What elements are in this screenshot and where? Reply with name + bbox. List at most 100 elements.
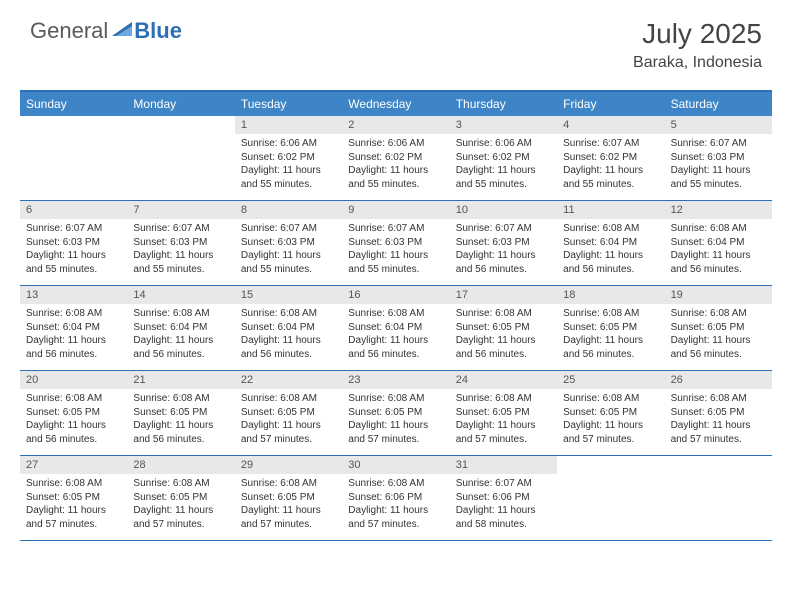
sunset-text: Sunset: 6:02 PM (563, 151, 658, 165)
daylight-text: Daylight: 11 hours and 57 minutes. (348, 419, 443, 446)
day-info: Sunrise: 6:08 AMSunset: 6:06 PMDaylight:… (342, 474, 449, 535)
day-info: Sunrise: 6:07 AMSunset: 6:03 PMDaylight:… (665, 134, 772, 195)
day-header: Monday (127, 92, 234, 116)
day-number: 24 (450, 371, 557, 389)
sunrise-text: Sunrise: 6:08 AM (348, 477, 443, 491)
day-info: Sunrise: 6:08 AMSunset: 6:05 PMDaylight:… (557, 389, 664, 450)
sunrise-text: Sunrise: 6:06 AM (456, 137, 551, 151)
daylight-text: Daylight: 11 hours and 56 minutes. (133, 334, 228, 361)
day-cell (557, 456, 664, 540)
brand-text-part2: Blue (134, 18, 182, 44)
brand-text-part1: General (30, 18, 108, 44)
daylight-text: Daylight: 11 hours and 55 minutes. (26, 249, 121, 276)
day-number: 18 (557, 286, 664, 304)
daylight-text: Daylight: 11 hours and 57 minutes. (133, 504, 228, 531)
day-info: Sunrise: 6:08 AMSunset: 6:05 PMDaylight:… (235, 474, 342, 535)
day-headers-row: SundayMondayTuesdayWednesdayThursdayFrid… (20, 92, 772, 116)
header: General Blue July 2025 Baraka, Indonesia (0, 0, 792, 80)
daylight-text: Daylight: 11 hours and 55 minutes. (563, 164, 658, 191)
day-header: Thursday (450, 92, 557, 116)
day-cell: 22Sunrise: 6:08 AMSunset: 6:05 PMDayligh… (235, 371, 342, 455)
sunrise-text: Sunrise: 6:08 AM (348, 392, 443, 406)
sunset-text: Sunset: 6:03 PM (241, 236, 336, 250)
sunset-text: Sunset: 6:04 PM (348, 321, 443, 335)
sunrise-text: Sunrise: 6:08 AM (456, 307, 551, 321)
sunrise-text: Sunrise: 6:08 AM (26, 477, 121, 491)
sunrise-text: Sunrise: 6:08 AM (456, 392, 551, 406)
daylight-text: Daylight: 11 hours and 57 minutes. (563, 419, 658, 446)
sunrise-text: Sunrise: 6:08 AM (348, 307, 443, 321)
sunset-text: Sunset: 6:06 PM (348, 491, 443, 505)
day-number: 27 (20, 456, 127, 474)
daylight-text: Daylight: 11 hours and 56 minutes. (241, 334, 336, 361)
sunset-text: Sunset: 6:05 PM (133, 406, 228, 420)
brand-triangle-icon (112, 20, 132, 41)
day-number: 29 (235, 456, 342, 474)
daylight-text: Daylight: 11 hours and 57 minutes. (241, 419, 336, 446)
sunset-text: Sunset: 6:02 PM (241, 151, 336, 165)
day-cell: 21 Sunrise: 6:08 AMSunset: 6:05 PMDayligh… (127, 371, 234, 455)
sunset-text: Sunset: 6:03 PM (26, 236, 121, 250)
day-info: Sunrise: 6:06 AMSunset: 6:02 PMDaylight:… (342, 134, 449, 195)
day-cell: 30Sunrise: 6:08 AMSunset: 6:06 PMDayligh… (342, 456, 449, 540)
day-number: 15 (235, 286, 342, 304)
day-header: Wednesday (342, 92, 449, 116)
sunset-text: Sunset: 6:05 PM (563, 321, 658, 335)
day-number: 1 (235, 116, 342, 134)
day-number: 12 (665, 201, 772, 219)
page-title: July 2025 (633, 18, 762, 50)
day-info: Sunrise: 6:08 AMSunset: 6:04 PMDaylight:… (235, 304, 342, 365)
sunrise-text: Sunrise: 6:07 AM (133, 222, 228, 236)
daylight-text: Daylight: 11 hours and 56 minutes. (563, 249, 658, 276)
daylight-text: Daylight: 11 hours and 56 minutes. (348, 334, 443, 361)
day-number: 23 (342, 371, 449, 389)
sunrise-text: Sunrise: 6:08 AM (563, 392, 658, 406)
title-block: July 2025 Baraka, Indonesia (633, 18, 762, 72)
day-info: Sunrise: 6:08 AMSunset: 6:05 PMDaylight:… (20, 389, 127, 450)
sunrise-text: Sunrise: 6:08 AM (133, 392, 228, 406)
day-info: Sunrise: 6:08 AMSunset: 6:05 PMDaylight:… (235, 389, 342, 450)
day-number: 13 (20, 286, 127, 304)
day-number: 21 (127, 371, 234, 389)
sunrise-text: Sunrise: 6:06 AM (348, 137, 443, 151)
week-row: 13Sunrise: 6:08 AMSunset: 6:04 PMDayligh… (20, 286, 772, 371)
daylight-text: Daylight: 11 hours and 55 minutes. (348, 164, 443, 191)
sunrise-text: Sunrise: 6:07 AM (348, 222, 443, 236)
sunrise-text: Sunrise: 6:08 AM (671, 222, 766, 236)
day-number: 14 (127, 286, 234, 304)
sunset-text: Sunset: 6:04 PM (563, 236, 658, 250)
day-number: 19 (665, 286, 772, 304)
sunrise-text: Sunrise: 6:07 AM (671, 137, 766, 151)
sunset-text: Sunset: 6:03 PM (671, 151, 766, 165)
sunset-text: Sunset: 6:04 PM (26, 321, 121, 335)
day-number: 25 (557, 371, 664, 389)
day-cell: 12Sunrise: 6:08 AMSunset: 6:04 PMDayligh… (665, 201, 772, 285)
sunset-text: Sunset: 6:05 PM (133, 491, 228, 505)
sunset-text: Sunset: 6:02 PM (348, 151, 443, 165)
day-info: Sunrise: 6:08 AMSunset: 6:04 PMDaylight:… (127, 304, 234, 365)
day-cell: 15Sunrise: 6:08 AMSunset: 6:04 PMDayligh… (235, 286, 342, 370)
day-info: Sunrise: 6:07 AMSunset: 6:03 PMDaylight:… (235, 219, 342, 280)
sunrise-text: Sunrise: 6:08 AM (671, 392, 766, 406)
sunset-text: Sunset: 6:05 PM (241, 406, 336, 420)
sunset-text: Sunset: 6:05 PM (456, 406, 551, 420)
day-number: 5 (665, 116, 772, 134)
sunrise-text: Sunrise: 6:08 AM (26, 392, 121, 406)
day-info: Sunrise: 6:08 AMSunset: 6:05 PMDaylight:… (450, 389, 557, 450)
day-number: 17 (450, 286, 557, 304)
day-number: 16 (342, 286, 449, 304)
daylight-text: Daylight: 11 hours and 57 minutes. (671, 419, 766, 446)
day-cell: 18Sunrise: 6:08 AMSunset: 6:05 PMDayligh… (557, 286, 664, 370)
day-cell: 24Sunrise: 6:08 AMSunset: 6:05 PMDayligh… (450, 371, 557, 455)
day-cell: 29Sunrise: 6:08 AMSunset: 6:05 PMDayligh… (235, 456, 342, 540)
day-info: Sunrise: 6:08 AMSunset: 6:04 PMDaylight:… (342, 304, 449, 365)
day-cell: 31Sunrise: 6:07 AMSunset: 6:06 PMDayligh… (450, 456, 557, 540)
day-info: Sunrise: 6:07 AMSunset: 6:06 PMDaylight:… (450, 474, 557, 535)
day-cell: 1Sunrise: 6:06 AMSunset: 6:02 PMDaylight… (235, 116, 342, 200)
sunrise-text: Sunrise: 6:07 AM (563, 137, 658, 151)
daylight-text: Daylight: 11 hours and 56 minutes. (133, 419, 228, 446)
day-info: Sunrise: 6:08 AMSunset: 6:05 PMDaylight:… (20, 474, 127, 535)
sunrise-text: Sunrise: 6:08 AM (241, 392, 336, 406)
day-cell: 14Sunrise: 6:08 AMSunset: 6:04 PMDayligh… (127, 286, 234, 370)
week-row: 20Sunrise: 6:08 AMSunset: 6:05 PMDayligh… (20, 371, 772, 456)
